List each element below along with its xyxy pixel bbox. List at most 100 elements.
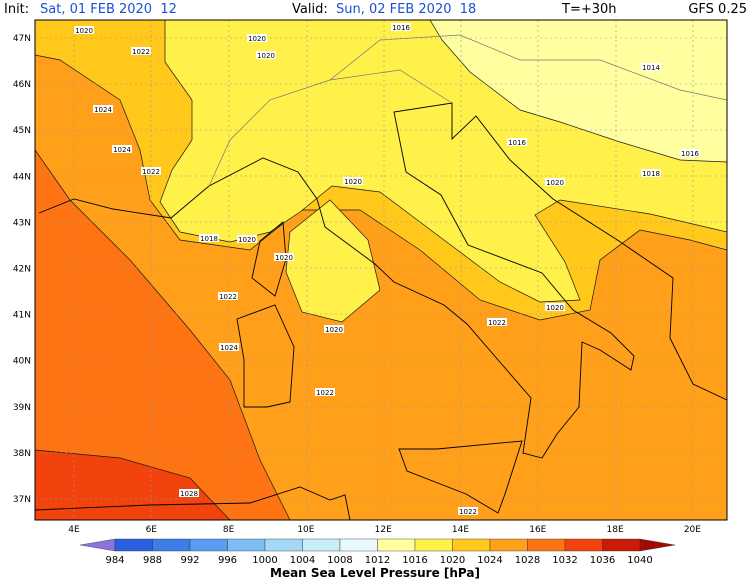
init-time: Sat, 01 FEB 2020 12	[40, 2, 177, 17]
lead-time: T=+30h	[561, 2, 617, 17]
lon-label: 6E	[146, 525, 158, 535]
colorbar-title: Mean Sea Level Pressure [hPa]	[270, 566, 480, 580]
isobar-label-box	[391, 23, 411, 31]
colorbar-label: 1020	[440, 555, 465, 566]
isobar-label: 1020	[546, 304, 564, 312]
isobar-label-box	[641, 63, 661, 71]
isobar-label: 1020	[238, 236, 256, 244]
isobar-label-box	[324, 325, 344, 333]
isobar-label-box	[218, 292, 238, 300]
isobar-label-box	[141, 167, 161, 175]
isobar-label: 1022	[219, 293, 237, 301]
lon-label: 8E	[223, 525, 235, 535]
isobar-label: 1028	[180, 490, 198, 498]
colorbar-segment	[152, 538, 191, 552]
colorbar-label: 996	[218, 555, 237, 566]
colorbar-label: 1012	[365, 555, 390, 566]
colorbar-segment	[564, 538, 603, 552]
isobar-label: 1018	[200, 235, 218, 243]
colorbar-segment	[639, 538, 676, 552]
pressure-region	[429, 20, 727, 163]
isobar-label-box	[545, 178, 565, 186]
map-area: 1020 1020 1020 1016 1014 1022 1024 1024 1022 1016…	[35, 20, 727, 520]
isobar-label-box	[256, 51, 276, 59]
colorbar-segment	[527, 538, 566, 552]
colorbar-label: 1032	[552, 555, 577, 566]
isobar-label: 1018	[642, 170, 660, 178]
lat-label: 37N	[13, 495, 31, 505]
lat-label: 45N	[13, 126, 31, 136]
colorbar-label: 1004	[290, 555, 315, 566]
grid	[35, 20, 727, 520]
valid-label: Valid:	[292, 2, 328, 17]
isobar-label: 1020	[325, 326, 343, 334]
coastlines	[35, 34, 727, 520]
lat-label: 41N	[13, 311, 31, 321]
colorbar-label: 1024	[477, 555, 502, 566]
isobar-label: 1022	[142, 168, 160, 176]
isobar-label: 1016	[392, 24, 410, 32]
isobar-label: 1016	[508, 139, 526, 147]
colorbar-label: 984	[105, 555, 124, 566]
colorbar-label: 1000	[252, 555, 277, 566]
lat-label: 40N	[13, 357, 31, 367]
map-frame	[34, 19, 728, 521]
lat-label: 44N	[13, 172, 31, 182]
isobar-label-box	[680, 149, 700, 157]
lon-label: 14E	[452, 525, 469, 535]
isobar-label-box	[545, 303, 565, 311]
isobar-label-box	[458, 507, 478, 515]
lat-label: 47N	[13, 34, 31, 44]
header: Init: Sat, 01 FEB 2020 12 Valid: Sun, 02…	[4, 2, 747, 17]
colorbar-label: 1008	[327, 555, 352, 566]
colorbar-segment	[227, 538, 266, 552]
isobar-label: 1024	[113, 146, 131, 154]
pressure-region	[285, 199, 381, 323]
colorbar-label: 1040	[627, 555, 652, 566]
isobar-label-box	[131, 47, 151, 55]
isobar-label-box	[274, 253, 294, 261]
isobar-label: 1014	[642, 64, 660, 72]
lon-label: 18E	[607, 525, 624, 535]
lat-label: 42N	[13, 265, 31, 275]
isobar-label-box	[315, 388, 335, 396]
colorbar-segment	[414, 538, 453, 552]
colorbar-segment	[302, 538, 341, 552]
colorbar-segment	[602, 538, 641, 552]
colorbar-segment	[189, 538, 228, 552]
isobar-label-box	[93, 105, 113, 113]
isobar-label-box	[199, 234, 219, 242]
lat-label: 43N	[13, 218, 31, 228]
isobar-label: 1022	[459, 508, 477, 516]
isobar-label-box	[219, 343, 239, 351]
isobar-label: 1022	[488, 319, 506, 327]
isobar-label-box	[112, 145, 132, 153]
axis-labels: 47N 46N 45N 44N 43N 42N 41N 40N 39N 38N 37N 4E 6E 8E 1…	[13, 34, 701, 535]
isobar-label: 1020	[248, 35, 266, 43]
isobar-label-box	[247, 34, 267, 42]
isobar-label: 1024	[94, 106, 112, 114]
isobar-label-box	[74, 26, 94, 34]
colorbar: 984 988 992 996 1000 1004 1008 1012 1016 1020 1024…	[79, 538, 676, 566]
lat-label: 39N	[13, 403, 31, 413]
isobar-label: 1022	[316, 389, 334, 397]
isobar-label: 1020	[344, 178, 362, 186]
valid-time: Sun, 02 FEB 2020 18	[336, 2, 476, 17]
colorbar-label: 992	[180, 555, 199, 566]
isobar-labels: 1020 1020 1020 1016 1014 1022 1024 1024 1022 1016…	[74, 23, 700, 516]
isobar-label-box	[237, 235, 257, 243]
lon-label: 12E	[375, 525, 392, 535]
lat-label: 46N	[13, 80, 31, 90]
model-name: GFS 0.25	[688, 2, 747, 17]
colorbar-segment	[339, 538, 378, 552]
isobar-label: 1020	[257, 52, 275, 60]
colorbar-segment	[114, 538, 153, 552]
colorbar-label: 1016	[402, 555, 427, 566]
colorbar-label: 1028	[515, 555, 540, 566]
isobar-label: 1016	[681, 150, 699, 158]
isobar-label-box	[507, 138, 527, 146]
lon-label: 16E	[529, 525, 546, 535]
lat-label: 38N	[13, 449, 31, 459]
colorbar-segment	[79, 538, 116, 552]
